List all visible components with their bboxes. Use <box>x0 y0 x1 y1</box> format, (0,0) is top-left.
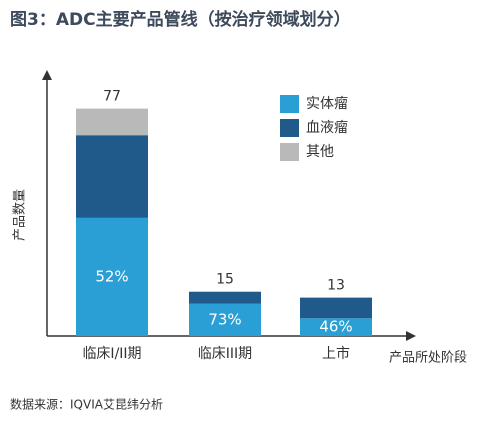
share-label: 46% <box>319 318 352 336</box>
x-axis-label: 产品所处阶段 <box>389 351 467 366</box>
source: 数据来源：IQVIA艾昆纬分析 <box>10 397 163 412</box>
bar-segment <box>300 297 372 319</box>
bar-segment <box>189 291 261 304</box>
total-label: 13 <box>327 278 345 294</box>
legend-label: 血液瘤 <box>306 119 348 136</box>
y-axis-label: 产品数量 <box>13 189 28 241</box>
legend-label: 其他 <box>306 144 334 160</box>
legend-swatch <box>280 119 299 137</box>
total-label: 15 <box>216 272 234 288</box>
bar-segment <box>300 318 372 336</box>
total-label: 77 <box>103 89 121 105</box>
x-arrow <box>406 331 416 341</box>
y-arrow <box>42 70 52 80</box>
share-label: 52% <box>95 267 128 285</box>
x-tick-label: 上市 <box>322 345 350 362</box>
legend-label: 实体瘤 <box>306 95 348 112</box>
bar-segment <box>76 108 148 136</box>
legend-swatch <box>280 95 299 113</box>
x-tick-label: 临床III期 <box>198 346 252 362</box>
legend-swatch <box>280 143 299 161</box>
bar-segment <box>76 217 148 336</box>
share-label: 73% <box>208 310 241 328</box>
bar-segment <box>189 303 261 336</box>
x-tick-label: 临床I/II期 <box>82 346 141 362</box>
chart-title: 图3：ADC主要产品管线（按治疗领域划分） <box>10 9 351 30</box>
bar-segment <box>76 135 148 218</box>
